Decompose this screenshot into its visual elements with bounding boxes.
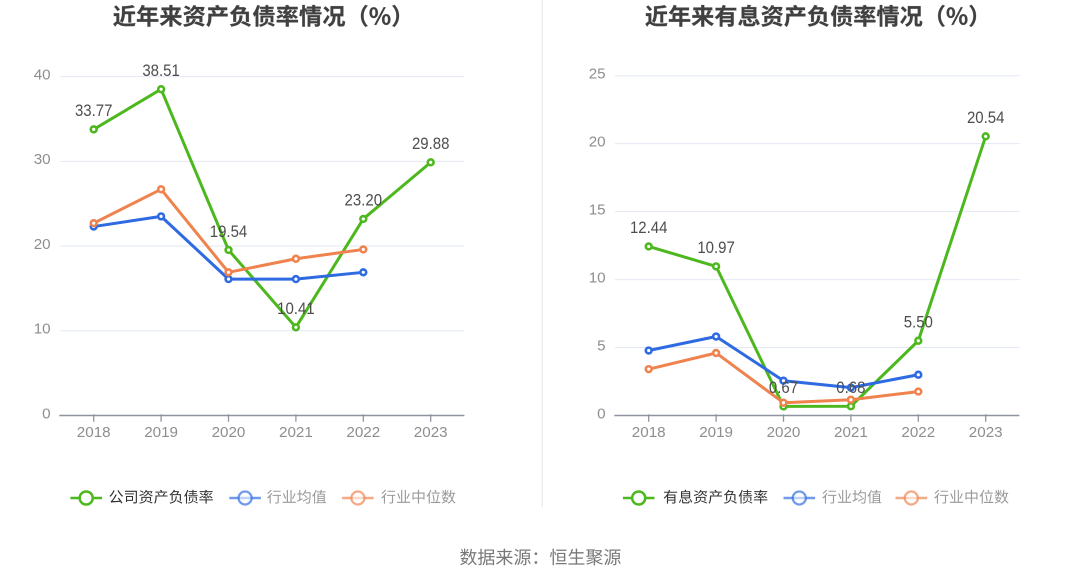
svg-text:0: 0 <box>42 405 50 422</box>
svg-text:2019: 2019 <box>699 424 733 441</box>
svg-text:2020: 2020 <box>212 424 246 441</box>
svg-text:10.41: 10.41 <box>277 300 315 318</box>
svg-text:0.67: 0.67 <box>769 379 798 397</box>
svg-text:2023: 2023 <box>969 424 1003 441</box>
svg-text:0.68: 0.68 <box>836 379 865 397</box>
svg-text:2021: 2021 <box>834 424 868 441</box>
svg-text:20: 20 <box>34 236 51 253</box>
svg-text:33.77: 33.77 <box>75 102 113 120</box>
svg-text:19.54: 19.54 <box>210 223 248 241</box>
svg-text:12.44: 12.44 <box>630 219 668 237</box>
svg-text:25: 25 <box>589 66 606 83</box>
svg-text:15: 15 <box>589 201 606 218</box>
svg-text:5.50: 5.50 <box>904 314 933 332</box>
svg-text:2020: 2020 <box>767 424 801 441</box>
svg-text:29.88: 29.88 <box>412 135 450 153</box>
svg-text:2023: 2023 <box>414 424 448 441</box>
svg-text:20: 20 <box>589 133 606 150</box>
svg-text:2021: 2021 <box>279 424 313 441</box>
svg-text:5: 5 <box>597 337 605 354</box>
svg-text:10.97: 10.97 <box>697 239 735 257</box>
svg-text:23.20: 23.20 <box>345 192 383 210</box>
svg-text:2018: 2018 <box>77 424 111 441</box>
svg-text:30: 30 <box>34 151 51 168</box>
svg-text:10: 10 <box>34 321 51 338</box>
svg-text:20.54: 20.54 <box>967 109 1005 127</box>
svg-text:2022: 2022 <box>346 424 380 441</box>
svg-text:0: 0 <box>597 405 605 422</box>
svg-text:2018: 2018 <box>632 424 666 441</box>
svg-text:2022: 2022 <box>901 424 935 441</box>
svg-text:2019: 2019 <box>144 424 178 441</box>
svg-text:40: 40 <box>34 66 51 83</box>
svg-text:38.51: 38.51 <box>142 62 180 80</box>
svg-text:10: 10 <box>589 269 606 286</box>
